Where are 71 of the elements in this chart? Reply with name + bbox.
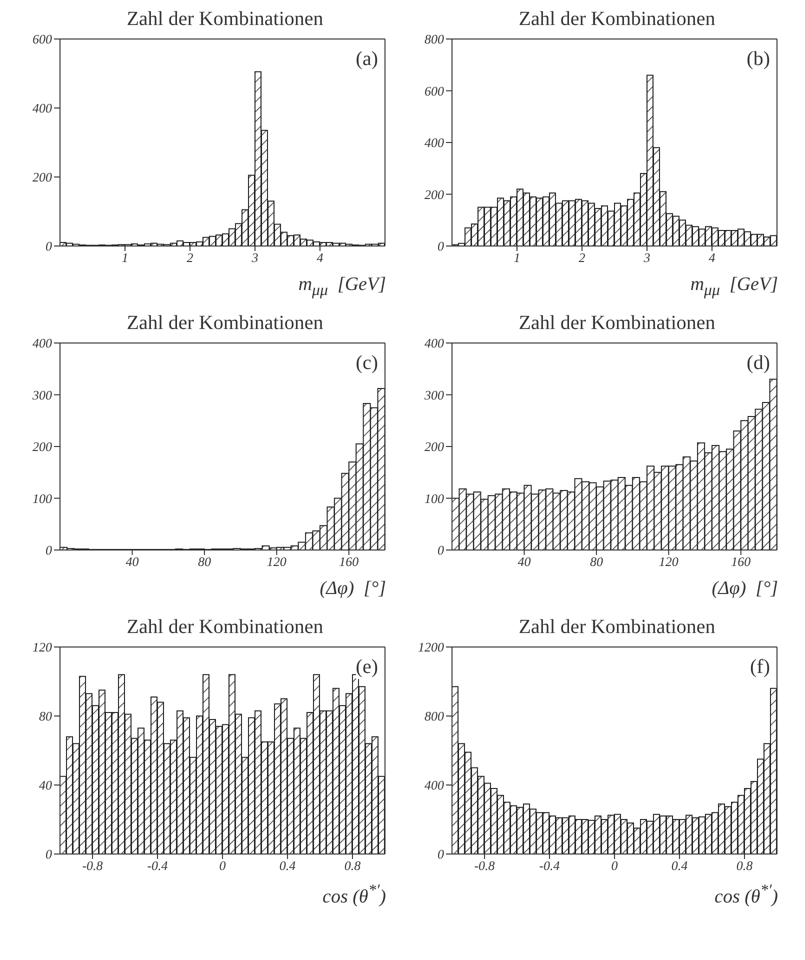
y-tick-label: 0 [46, 542, 52, 558]
y-tick-label: 0 [438, 846, 444, 862]
y-tick-label: 600 [32, 32, 52, 47]
x-axis-title: (Δφ) [°] [320, 578, 386, 600]
x-tick-label: 2 [578, 250, 586, 266]
x-tick-label: 0 [219, 858, 226, 874]
y-tick-label: 400 [424, 135, 444, 150]
y-axis-title: Zahl der Kombinationen [126, 8, 324, 31]
x-tick-label: 0.8 [344, 858, 362, 874]
x-tick-label: 80 [590, 554, 604, 570]
y-tick-label: 100 [32, 490, 52, 506]
x-tick-label: 2 [186, 250, 194, 266]
y-tick-label: 800 [424, 32, 444, 47]
x-tick-label: -0.4 [539, 858, 560, 874]
x-tick-label: 160 [339, 554, 360, 570]
y-tick-label: 200 [32, 170, 52, 185]
annotation: (f) [750, 656, 770, 679]
y-tick-label: 1200 [418, 640, 444, 655]
x-tick-label: 120 [266, 554, 287, 570]
annotation: (b) [746, 48, 770, 71]
x-tick-label: 0.4 [671, 858, 688, 874]
x-tick-label: 80 [198, 554, 212, 570]
x-tick-label: -0.8 [82, 858, 104, 874]
x-tick-label: 3 [250, 250, 259, 266]
x-tick-label: -0.8 [474, 858, 496, 874]
y-tick-label: 300 [32, 387, 52, 402]
y-tick-label: 300 [424, 387, 444, 402]
annotation: (a) [356, 48, 378, 71]
y-axis-title: Zahl der Kombinationen [126, 616, 324, 639]
annotation: (c) [356, 352, 378, 375]
y-axis-title: Zahl der Kombinationen [518, 616, 716, 639]
y-tick-label: 400 [32, 100, 52, 116]
y-axis-title: Zahl der Kombinationen [126, 312, 324, 335]
y-tick-label: 200 [32, 439, 52, 454]
y-tick-label: 0 [46, 238, 52, 254]
x-tick-label: -0.4 [147, 858, 168, 874]
x-tick-label: 4 [316, 250, 324, 266]
x-tick-label: 120 [658, 554, 679, 570]
y-tick-label: 400 [424, 778, 444, 793]
y-tick-label: 0 [438, 542, 444, 558]
y-tick-label: 200 [424, 186, 444, 202]
y-axis-title: Zahl der Kombinationen [518, 8, 716, 31]
x-tick-label: 1 [514, 250, 520, 266]
x-tick-label: 1 [122, 250, 128, 266]
y-tick-label: 200 [424, 439, 444, 454]
x-tick-label: 3 [642, 250, 651, 266]
x-axis-title: (Δφ) [°] [712, 578, 778, 600]
x-tick-label: 40 [518, 554, 532, 570]
x-axis-title: cos (θ$^{*′}$) [322, 882, 386, 908]
x-tick-label: 40 [126, 554, 140, 570]
annotation: (e) [356, 656, 378, 679]
y-tick-label: 0 [438, 238, 444, 254]
y-tick-label: 80 [39, 708, 52, 724]
y-tick-label: 800 [424, 708, 444, 724]
y-tick-label: 120 [32, 640, 52, 655]
x-axis-title: m$_{μμ}$ [GeV] [298, 274, 386, 300]
x-tick-label: 160 [731, 554, 752, 570]
y-tick-label: 40 [39, 778, 52, 793]
y-tick-label: 100 [424, 490, 444, 506]
x-axis-title: m$_{μμ}$ [GeV] [690, 274, 778, 300]
y-tick-label: 600 [424, 83, 444, 98]
y-axis-title: Zahl der Kombinationen [518, 312, 716, 335]
x-tick-label: 0.4 [279, 858, 296, 874]
annotation: (d) [746, 352, 770, 375]
y-tick-label: 400 [32, 336, 52, 351]
y-tick-label: 400 [424, 336, 444, 351]
x-tick-label: 0.8 [736, 858, 754, 874]
x-tick-label: 0 [611, 858, 618, 874]
x-tick-label: 4 [708, 250, 716, 266]
y-tick-label: 0 [46, 846, 52, 862]
x-axis-title: cos (θ$^{*′}$) [714, 882, 778, 908]
